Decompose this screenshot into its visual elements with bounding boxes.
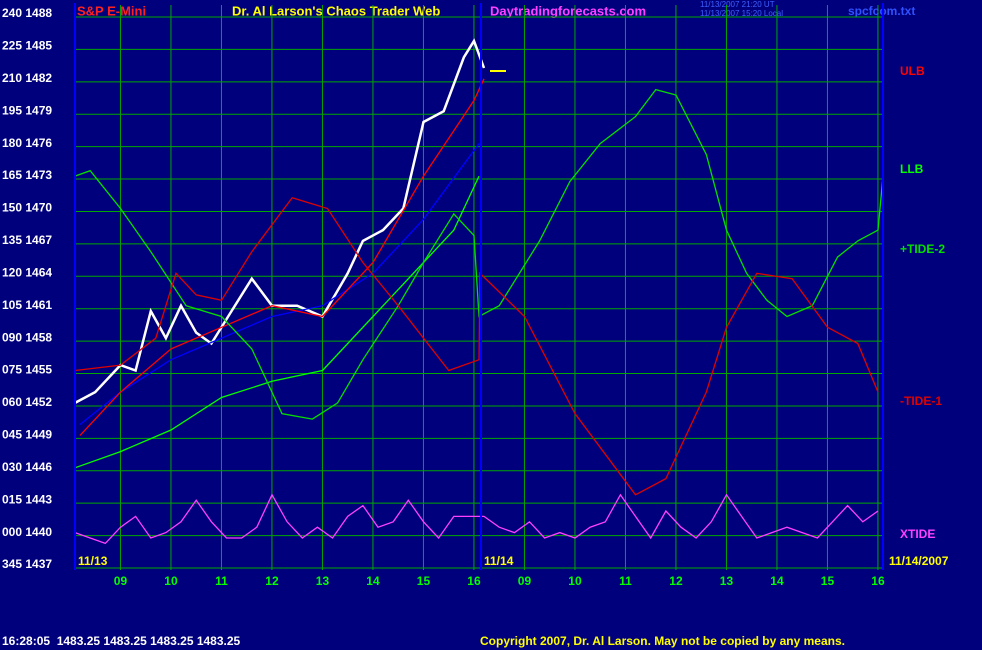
legend-label: XTIDE	[900, 527, 935, 541]
y-tick-label: 000 1440	[2, 525, 52, 539]
x-tick-label: 12	[669, 574, 683, 588]
series-line	[79, 78, 485, 436]
copyright: Copyright 2007, Dr. Al Larson. May not b…	[480, 634, 845, 648]
legend-label: +TIDE-2	[900, 242, 945, 256]
session-label: 11/13	[78, 554, 108, 568]
x-tick-label: 14	[366, 574, 380, 588]
legend-label: -TIDE-1	[900, 394, 942, 408]
y-tick-label: 165 1473	[2, 168, 52, 182]
y-tick-label: 225 1485	[2, 39, 52, 53]
y-tick-label: 030 1446	[2, 460, 52, 474]
x-tick-label: 10	[568, 574, 582, 588]
x-tick-label: 15	[821, 574, 835, 588]
y-tick-label: 195 1479	[2, 103, 52, 117]
x-tick-label: 12	[265, 574, 279, 588]
y-tick-label: 120 1464	[2, 265, 52, 279]
x-tick-label: 13	[720, 574, 734, 588]
y-tick-label: 345 1437	[2, 557, 52, 571]
timestamp: 11/13/2007 21:20 UT	[700, 0, 775, 9]
x-tick-label: 11	[215, 574, 228, 588]
x-tick-label: 15	[417, 574, 431, 588]
series-line	[74, 88, 884, 420]
x-tick-label: 09	[114, 574, 128, 588]
x-tick-label: 16	[871, 574, 885, 588]
series-line	[74, 493, 879, 545]
x-tick-label: 16	[467, 574, 481, 588]
y-tick-label: 015 1443	[2, 492, 52, 506]
x-tick-label: 13	[316, 574, 330, 588]
website: Daytradingforecasts.com	[490, 3, 646, 18]
x-tick-label: 09	[518, 574, 532, 588]
session-label: 11/14	[484, 554, 514, 568]
y-tick-label: 105 1461	[2, 298, 52, 312]
quote-line: 16:28:05 1483.25 1483.25 1483.25 1483.25	[2, 634, 241, 648]
series-line	[79, 143, 480, 426]
x-tick-label: 11	[619, 574, 632, 588]
timestamp: 11/13/2007 15:20 Local	[700, 9, 783, 18]
y-tick-label: 210 1482	[2, 71, 52, 85]
series-line	[74, 175, 480, 469]
instrument-name: S&P E-Mini	[77, 3, 146, 18]
file-name: spcfcom.txt	[848, 4, 915, 18]
series-line	[74, 196, 879, 496]
x-tick-label: 10	[164, 574, 178, 588]
y-tick-label: 090 1458	[2, 330, 52, 344]
session-label: 11/14/2007	[889, 554, 949, 568]
y-tick-label: 045 1449	[2, 428, 52, 442]
y-tick-label: 180 1476	[2, 136, 52, 150]
x-tick-label: 14	[770, 574, 784, 588]
legend-label: ULB	[900, 64, 925, 78]
y-tick-label: 240 1488	[2, 6, 52, 20]
y-tick-label: 060 1452	[2, 395, 52, 409]
chart-title: Dr. Al Larson's Chaos Trader Web	[232, 3, 440, 18]
y-tick-label: 135 1467	[2, 233, 52, 247]
legend-label: LLB	[900, 162, 924, 176]
y-tick-label: 075 1455	[2, 363, 52, 377]
plot-area	[74, 38, 884, 545]
y-tick-label: 150 1470	[2, 201, 52, 215]
